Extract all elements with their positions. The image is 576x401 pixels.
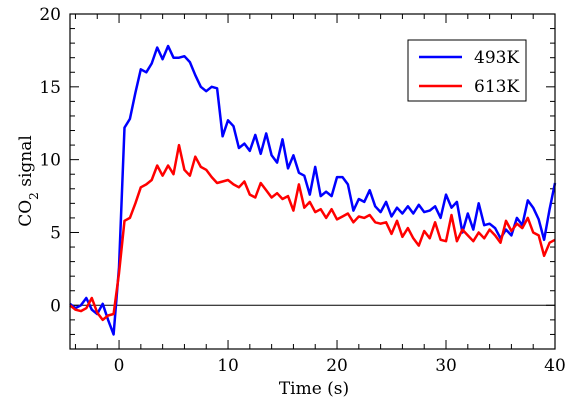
x-tick-label: 20 (326, 356, 348, 376)
legend-label-493k: 493K (474, 48, 519, 68)
series-layer (69, 44, 557, 336)
plot-frame (69, 13, 556, 350)
y-axis-title: CO2 signal (16, 135, 41, 227)
y-tick-label: 10 (39, 151, 61, 171)
legend: 493K 613K (407, 39, 527, 102)
series-line-613k (69, 143, 556, 322)
y-tick-labels: 0 5 10 15 20 (39, 5, 61, 316)
x-axis-title: Time (s) (279, 379, 349, 399)
x-tick-label: 0 (114, 356, 125, 376)
y-axis-title-main: CO (16, 200, 36, 227)
x-tick-label: 30 (435, 356, 457, 376)
y-axis-title-subscript: 2 (27, 192, 41, 200)
y-tick-label: 0 (50, 296, 61, 316)
y-tick-label: 5 (50, 223, 61, 243)
x-tick-label: 40 (544, 356, 566, 376)
ticks-layer (70, 13, 556, 350)
y-tick-label: 15 (39, 78, 61, 98)
y-tick-label: 20 (39, 5, 61, 25)
series-line-493k (69, 44, 557, 336)
legend-label-613k: 613K (474, 77, 519, 97)
legend-box (407, 39, 527, 102)
x-tick-labels: 0 10 20 30 40 (114, 356, 566, 376)
x-tick-label: 10 (217, 356, 239, 376)
y-axis-title-tail: signal (16, 135, 36, 192)
